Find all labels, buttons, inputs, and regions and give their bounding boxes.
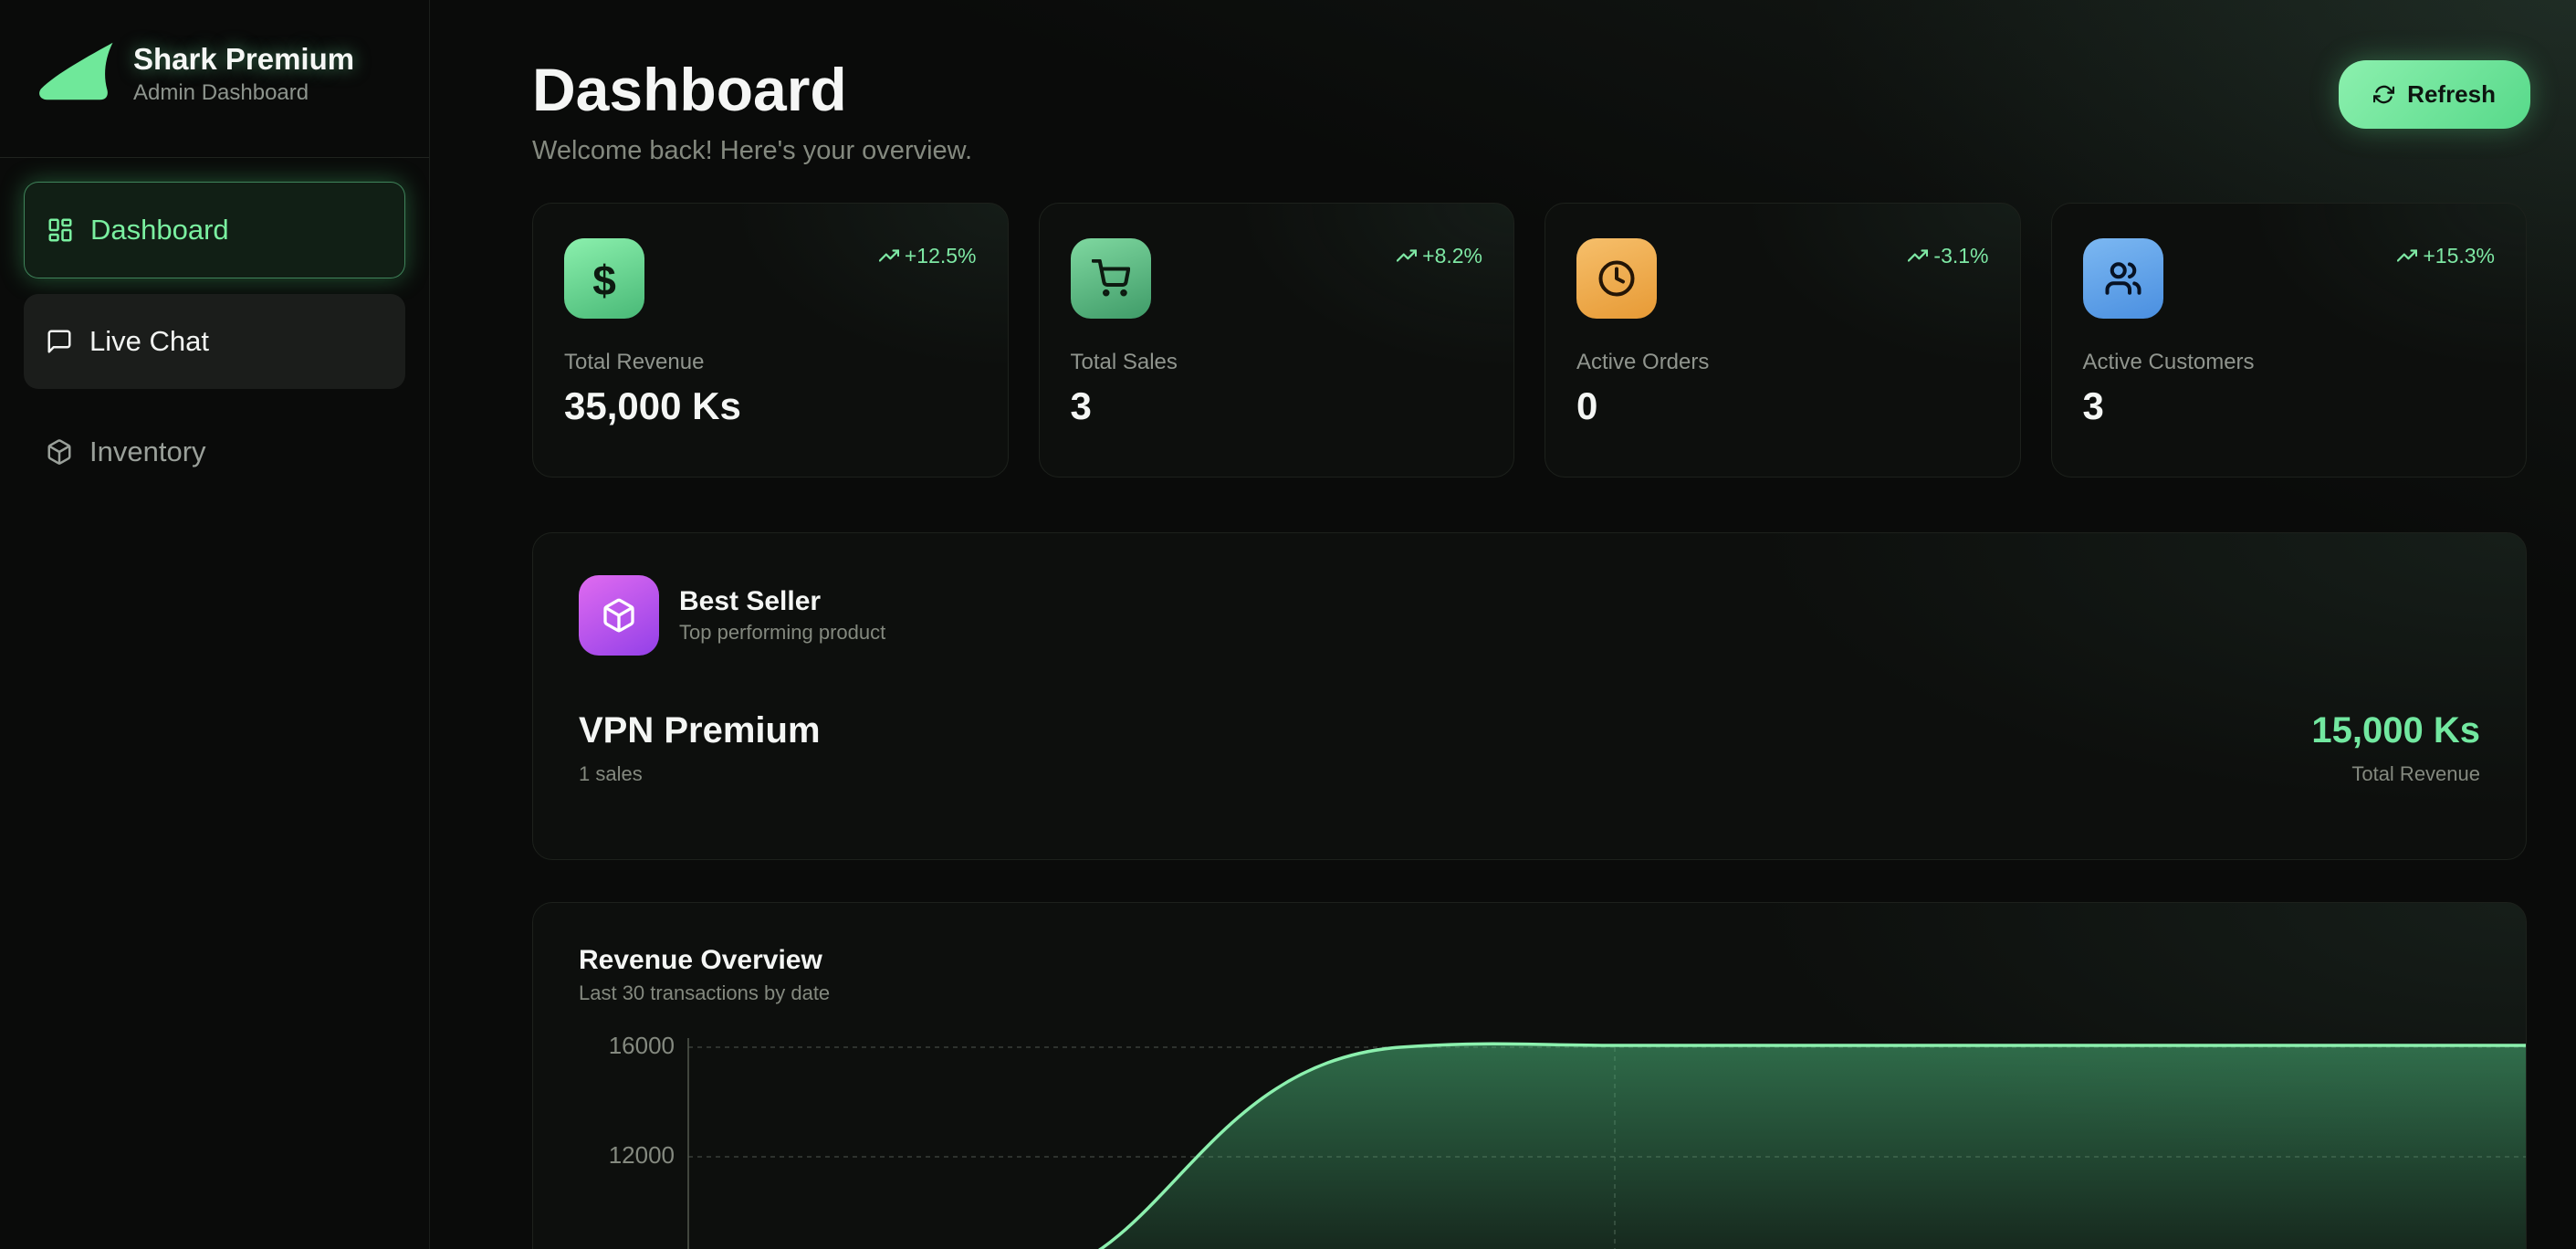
svg-text:12000: 12000 <box>609 1141 675 1169</box>
svg-text:16000: 16000 <box>609 1032 675 1059</box>
